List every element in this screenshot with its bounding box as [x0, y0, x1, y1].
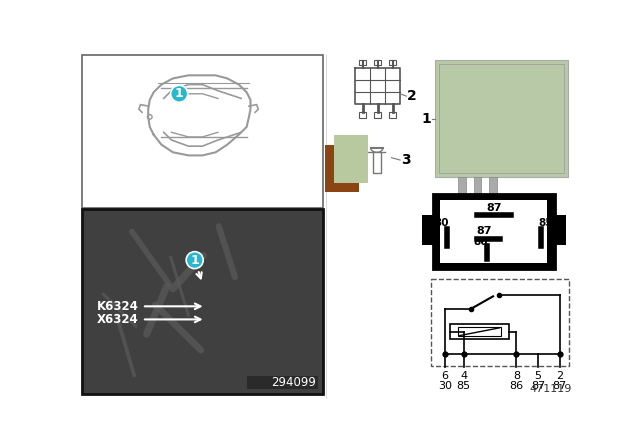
Text: 6: 6	[442, 371, 449, 381]
Bar	[555, 215, 566, 245]
Text: 87: 87	[486, 203, 502, 213]
Bar	[359, 60, 367, 65]
Text: 86: 86	[509, 381, 524, 391]
Bar	[474, 177, 481, 194]
Bar	[451, 324, 509, 340]
Bar	[388, 112, 396, 118]
Text: 87: 87	[552, 381, 567, 391]
Text: 8: 8	[513, 371, 520, 381]
Bar	[325, 145, 359, 192]
Text: 87: 87	[477, 226, 492, 236]
Bar	[81, 209, 323, 394]
Bar	[374, 60, 381, 65]
Bar	[246, 375, 318, 389]
Text: 3: 3	[402, 153, 412, 167]
Bar	[359, 112, 367, 118]
Bar	[81, 209, 323, 394]
Bar	[81, 55, 323, 208]
Text: 471119: 471119	[530, 384, 572, 394]
Text: 87: 87	[531, 381, 545, 391]
Text: 1: 1	[175, 87, 184, 100]
Bar	[458, 327, 501, 336]
Bar	[431, 280, 569, 366]
Bar	[439, 64, 564, 173]
Bar	[422, 215, 433, 245]
Circle shape	[171, 85, 188, 102]
Bar	[388, 60, 396, 65]
Text: K6324: K6324	[97, 300, 139, 313]
Text: 2: 2	[407, 89, 417, 103]
Bar	[334, 135, 368, 183]
Text: 85: 85	[456, 381, 470, 391]
Text: X6324: X6324	[97, 313, 139, 326]
Text: 1: 1	[190, 254, 199, 267]
Text: 30: 30	[435, 218, 449, 228]
Circle shape	[186, 252, 204, 269]
Bar	[435, 60, 568, 177]
Text: 5: 5	[534, 371, 541, 381]
Text: 294099: 294099	[271, 376, 316, 389]
Text: 86: 86	[474, 237, 488, 247]
Bar	[374, 112, 381, 118]
Text: 30: 30	[438, 381, 452, 391]
Text: 4: 4	[460, 371, 467, 381]
Text: 2: 2	[556, 371, 563, 381]
Bar	[489, 177, 497, 194]
Bar	[440, 200, 547, 263]
Bar	[433, 194, 555, 269]
Text: 85: 85	[538, 218, 553, 228]
Bar	[458, 177, 466, 194]
Text: 1: 1	[421, 112, 431, 126]
